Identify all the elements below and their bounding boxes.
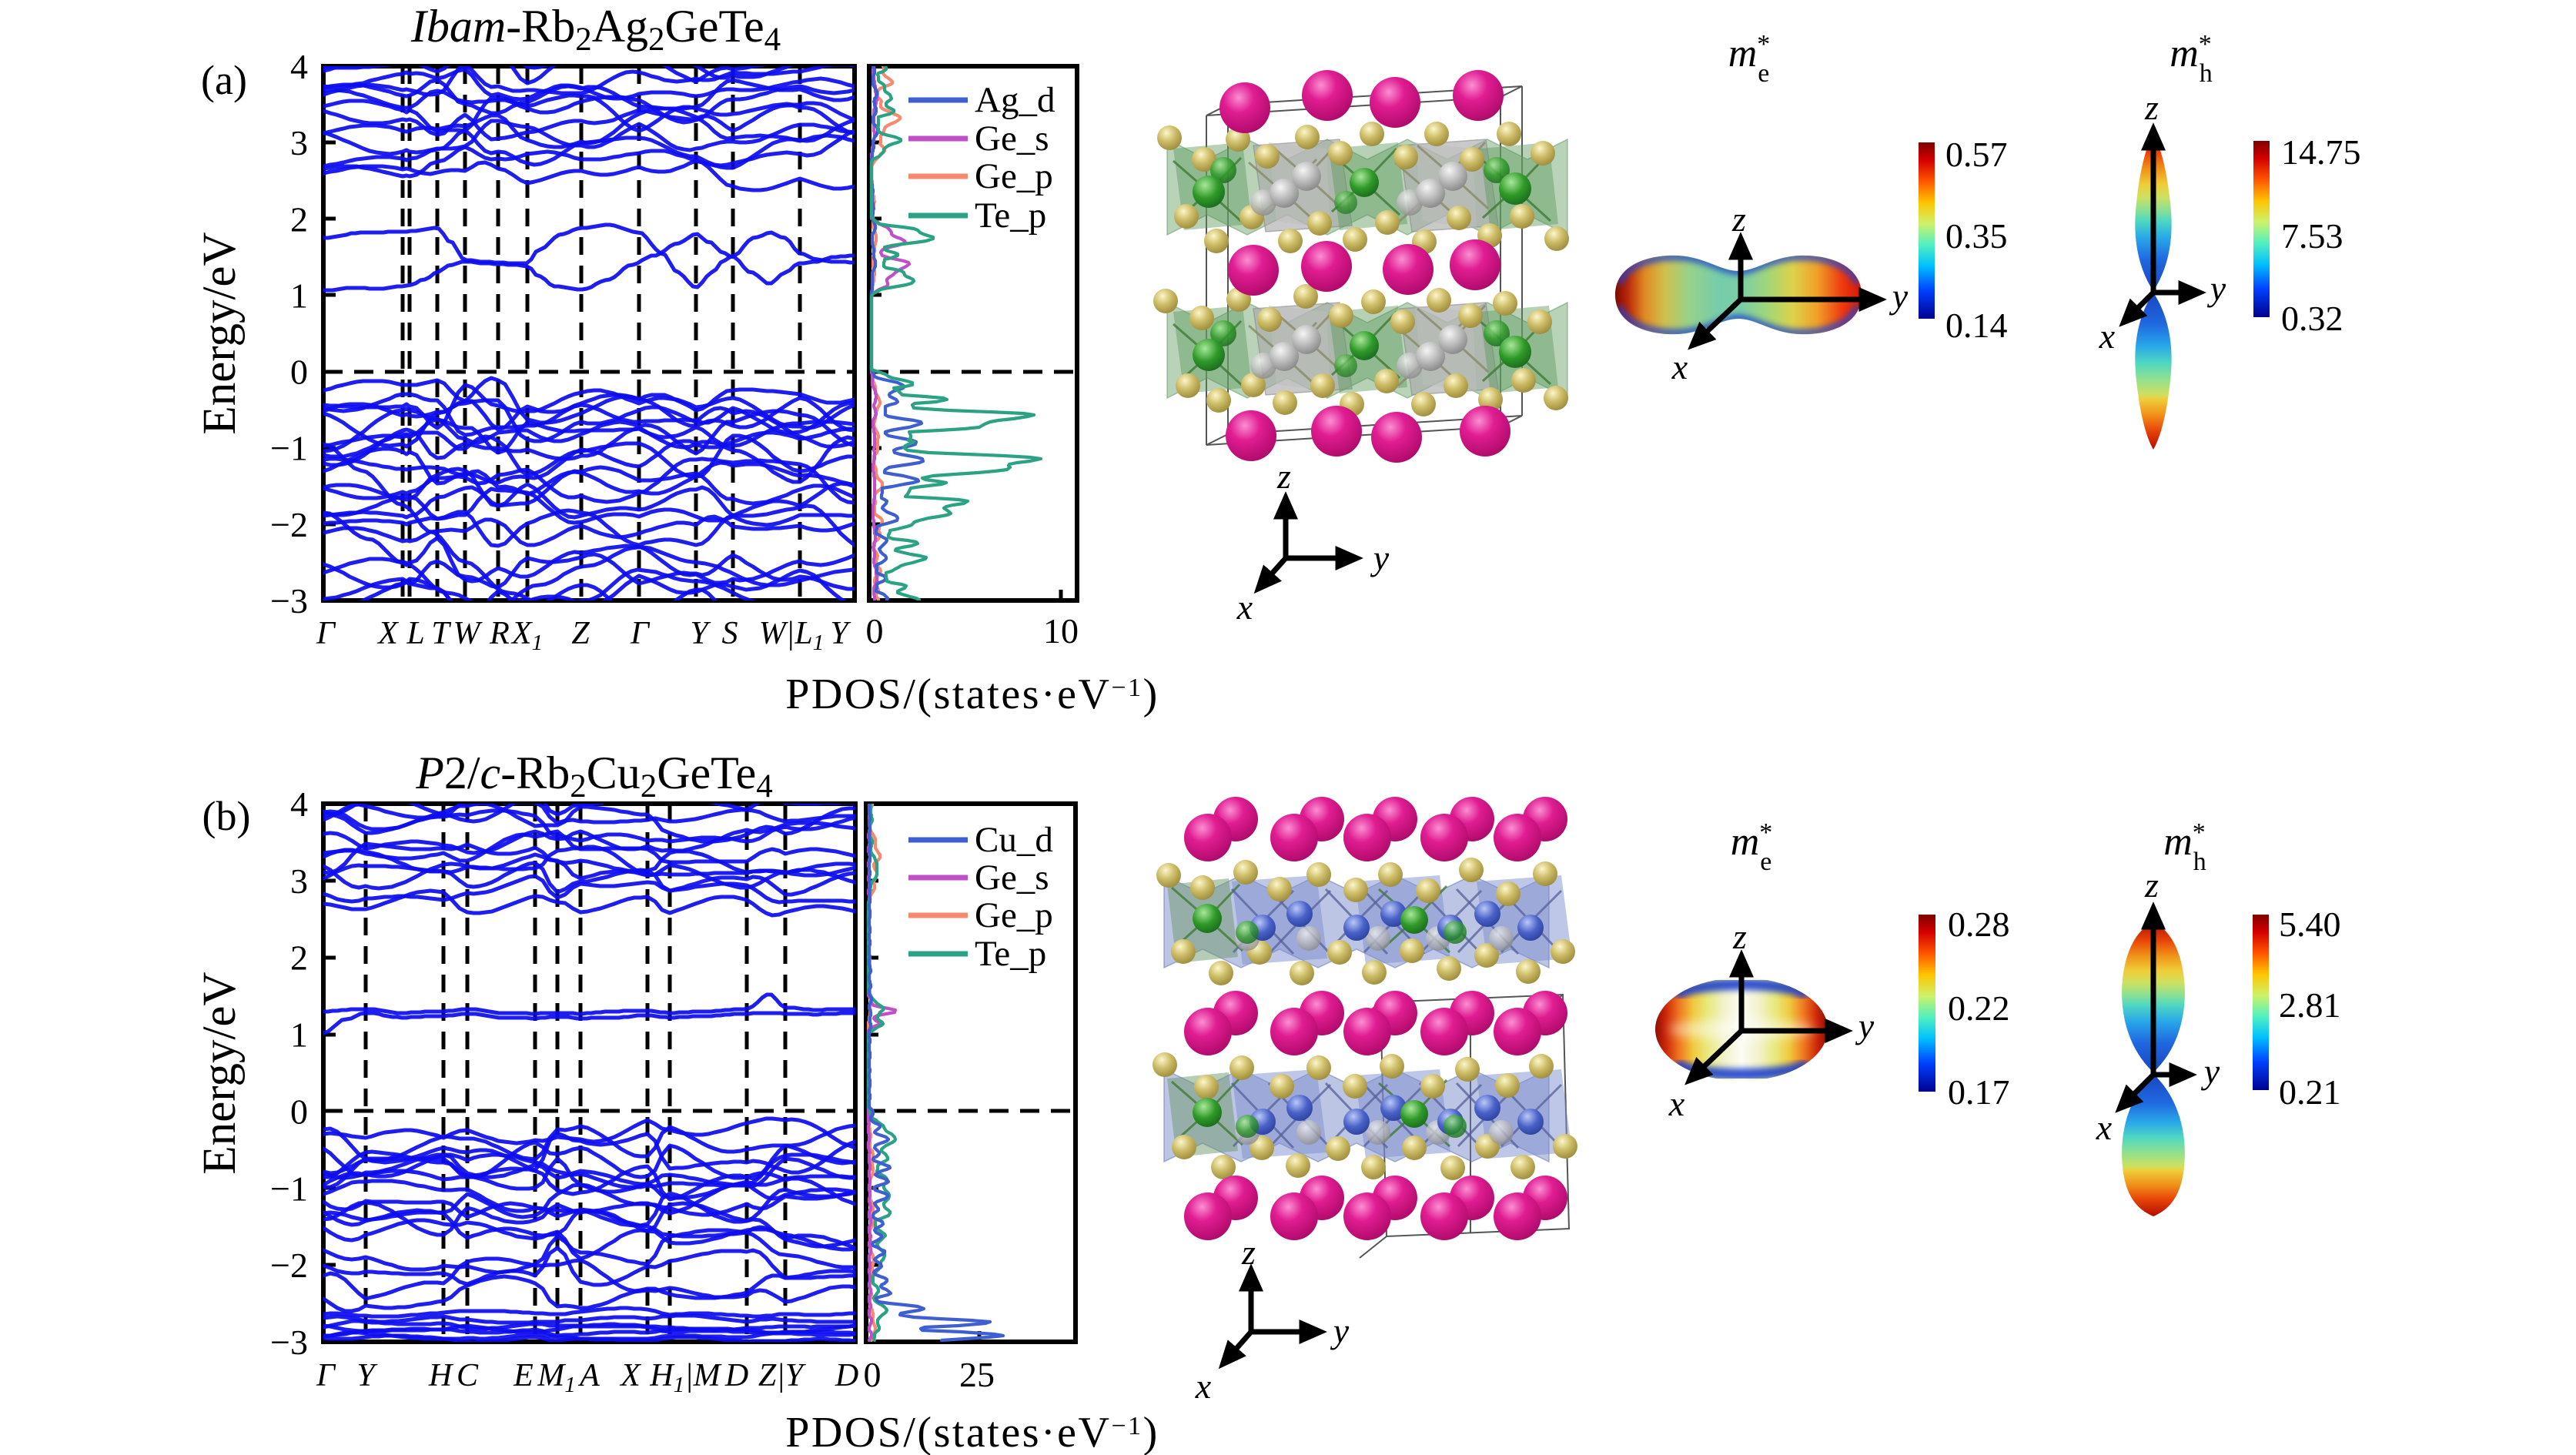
- svg-text:m*h: m* h: [2163, 818, 2206, 876]
- svg-text:y: y: [1330, 1311, 1350, 1350]
- svg-text:Ge_p: Ge_p: [975, 156, 1053, 196]
- svg-text:Energy/eV: Energy/eV: [194, 972, 246, 1174]
- svg-text:0.22: 0.22: [1948, 988, 2010, 1028]
- svg-text:Z: Z: [571, 616, 590, 651]
- svg-text:D: D: [724, 1358, 748, 1393]
- svg-text:3: 3: [290, 861, 308, 901]
- svg-text:Γ: Γ: [316, 616, 336, 651]
- svg-text:Y: Y: [830, 616, 851, 651]
- svg-text:y: y: [2201, 1052, 2220, 1091]
- svg-text:z: z: [1276, 457, 1291, 496]
- svg-text:−2: −2: [270, 1246, 308, 1285]
- svg-text:−2: −2: [270, 505, 308, 544]
- svg-text:Ibam-Rb2Ag2GeTe4: Ibam-Rb2Ag2GeTe4: [410, 1, 781, 58]
- svg-text:0.57: 0.57: [1945, 135, 2008, 174]
- svg-text:A: A: [577, 1358, 600, 1393]
- svg-text:D: D: [835, 1358, 858, 1393]
- svg-text:X: X: [619, 1358, 642, 1393]
- svg-text:0.14: 0.14: [1945, 306, 2008, 345]
- svg-text:(b): (b): [202, 793, 251, 839]
- svg-text:1: 1: [290, 276, 308, 315]
- svg-text:m*h: m* h: [2170, 30, 2213, 88]
- svg-text:z: z: [2144, 865, 2159, 905]
- svg-text:Y: Y: [356, 1358, 378, 1393]
- svg-text:−3: −3: [270, 581, 308, 620]
- svg-text:2: 2: [290, 199, 308, 239]
- svg-text:S: S: [722, 616, 738, 651]
- svg-text:0: 0: [290, 1092, 308, 1131]
- svg-text:E: E: [513, 1358, 534, 1393]
- svg-text:0: 0: [290, 353, 308, 392]
- svg-text:R: R: [489, 616, 510, 651]
- svg-text:m*e: m* e: [1728, 30, 1771, 88]
- svg-text:L: L: [406, 616, 424, 651]
- svg-text:P2/c-Rb2Cu2GeTe4: P2/c-Rb2Cu2GeTe4: [415, 748, 773, 804]
- svg-text:Te_p: Te_p: [975, 934, 1046, 974]
- svg-text:Ge_p: Ge_p: [975, 895, 1053, 935]
- svg-text:0: 0: [864, 1355, 882, 1394]
- svg-text:Ag_d: Ag_d: [975, 80, 1055, 120]
- svg-text:Ge_s: Ge_s: [975, 119, 1049, 159]
- svg-text:x: x: [2096, 1108, 2113, 1147]
- svg-text:y: y: [1855, 1006, 1875, 1045]
- svg-text:y: y: [2207, 269, 2226, 308]
- svg-text:3: 3: [290, 123, 308, 162]
- svg-text:10: 10: [1043, 611, 1079, 651]
- svg-text:Γ: Γ: [316, 1358, 336, 1393]
- svg-text:x: x: [1668, 1084, 1685, 1123]
- svg-text:0.17: 0.17: [1948, 1072, 2010, 1112]
- svg-text:z: z: [1241, 1233, 1256, 1272]
- svg-text:x: x: [1236, 587, 1253, 627]
- svg-text:1: 1: [290, 1015, 308, 1055]
- svg-text:z: z: [1731, 199, 1746, 239]
- svg-text:(a): (a): [201, 57, 247, 103]
- svg-text:2.81: 2.81: [2279, 985, 2341, 1025]
- svg-text:0.28: 0.28: [1948, 905, 2010, 944]
- svg-text:5.40: 5.40: [2279, 905, 2341, 944]
- svg-text:y: y: [1370, 538, 1390, 577]
- svg-text:PDOS/(states·eV−1): PDOS/(states·eV−1): [785, 1409, 1159, 1455]
- svg-text:PDOS/(states·eV−1): PDOS/(states·eV−1): [785, 671, 1159, 718]
- svg-text:x: x: [1195, 1366, 1212, 1406]
- svg-text:−1: −1: [270, 429, 308, 468]
- svg-text:H: H: [428, 1358, 454, 1393]
- svg-text:H1|M: H1|M: [649, 1358, 721, 1397]
- svg-text:Z|Y: Z|Y: [758, 1358, 807, 1393]
- svg-text:z: z: [2144, 88, 2159, 127]
- svg-text:x: x: [1671, 347, 1688, 386]
- svg-text:0.21: 0.21: [2279, 1072, 2341, 1112]
- svg-text:z: z: [1732, 917, 1747, 956]
- svg-text:25: 25: [959, 1355, 995, 1394]
- svg-text:Te_p: Te_p: [975, 196, 1046, 236]
- svg-text:14.75: 14.75: [2281, 132, 2361, 172]
- svg-text:m*e: m* e: [1731, 818, 1773, 876]
- svg-text:−3: −3: [270, 1323, 308, 1362]
- svg-text:Y: Y: [690, 616, 711, 651]
- svg-text:T: T: [431, 616, 451, 651]
- svg-text:4: 4: [290, 47, 308, 86]
- svg-text:X: X: [376, 616, 400, 651]
- svg-text:Ge_s: Ge_s: [975, 858, 1049, 898]
- svg-text:2: 2: [290, 938, 308, 978]
- svg-text:Γ: Γ: [630, 616, 651, 651]
- svg-text:Energy/eV: Energy/eV: [194, 232, 246, 434]
- svg-text:0.35: 0.35: [1945, 216, 2008, 256]
- svg-text:7.53: 7.53: [2281, 216, 2343, 256]
- svg-text:0: 0: [866, 611, 884, 651]
- svg-text:−1: −1: [270, 1169, 308, 1208]
- svg-text:4: 4: [290, 784, 308, 824]
- svg-text:0.32: 0.32: [2281, 299, 2343, 338]
- svg-text:W: W: [453, 616, 483, 651]
- svg-text:C: C: [457, 1358, 479, 1393]
- svg-text:y: y: [1889, 276, 1909, 316]
- svg-text:Cu_d: Cu_d: [975, 820, 1053, 860]
- svg-text:x: x: [2099, 316, 2116, 356]
